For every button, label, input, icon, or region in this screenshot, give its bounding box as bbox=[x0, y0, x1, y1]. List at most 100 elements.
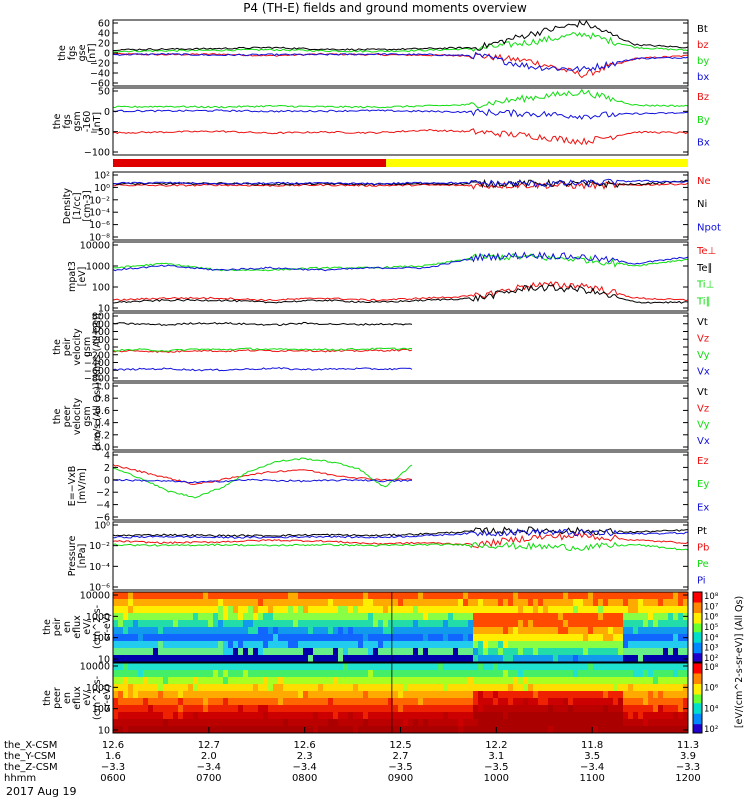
spectrogram-cell bbox=[198, 613, 204, 621]
spectrogram-cell bbox=[503, 634, 509, 642]
spectrogram-cell bbox=[393, 627, 399, 635]
spectrogram-cell bbox=[533, 712, 539, 720]
spectrogram-cell bbox=[513, 627, 519, 635]
spectrogram-cell bbox=[413, 620, 419, 628]
spectrogram-cell bbox=[358, 677, 364, 685]
spectrogram-cell bbox=[463, 705, 469, 713]
spectrogram-cell bbox=[603, 670, 609, 678]
spectrogram-cell bbox=[528, 698, 534, 706]
spectrogram-cell bbox=[548, 655, 554, 663]
spectrogram-cell bbox=[348, 691, 354, 699]
spectrogram-cell bbox=[223, 719, 229, 727]
spectrogram-cell bbox=[418, 599, 424, 607]
spectrogram-cell bbox=[443, 698, 449, 706]
spectrogram-cell bbox=[643, 592, 649, 600]
spectrogram-cell bbox=[573, 655, 579, 663]
spectrogram-cell bbox=[378, 613, 384, 621]
spectrogram-cell bbox=[563, 627, 569, 635]
spectrogram-cell bbox=[513, 641, 519, 649]
spectrogram-cell bbox=[303, 691, 309, 699]
spectrogram-cell bbox=[683, 712, 689, 720]
spectrogram-cell bbox=[578, 634, 584, 642]
spectrogram-cell bbox=[648, 592, 654, 600]
spectrogram-cell bbox=[248, 599, 254, 607]
spectrogram-cell bbox=[568, 684, 574, 692]
spectrogram-cell bbox=[258, 719, 264, 727]
spectrogram-cell bbox=[278, 648, 284, 656]
spectrogram-cell bbox=[338, 606, 344, 614]
spectrogram-cell bbox=[573, 620, 579, 628]
spectrogram-cell bbox=[648, 655, 654, 663]
spectrogram-cell bbox=[148, 726, 154, 734]
spectrogram-cell bbox=[473, 641, 479, 649]
spectrogram-cell bbox=[398, 620, 404, 628]
spectrogram-cell bbox=[608, 627, 614, 635]
spectrogram-cell bbox=[313, 705, 319, 713]
spectrogram-cell bbox=[608, 634, 614, 642]
spectrogram-cell bbox=[403, 726, 409, 734]
spectrogram-cell bbox=[153, 599, 159, 607]
spectrogram-cell bbox=[243, 663, 249, 671]
spectrogram-cell bbox=[678, 655, 684, 663]
spectrogram-cell bbox=[148, 691, 154, 699]
spectrogram-cell bbox=[153, 592, 159, 600]
spectrogram-cell bbox=[468, 599, 474, 607]
spectrogram-cell bbox=[318, 592, 324, 600]
spectrogram-cell bbox=[128, 620, 134, 628]
spectrogram-cell bbox=[308, 634, 314, 642]
spectrogram-cell bbox=[393, 670, 399, 678]
legend-1: bz bbox=[697, 40, 709, 51]
spectrogram-cell bbox=[413, 691, 419, 699]
spectrogram-cell bbox=[198, 670, 204, 678]
spectrogram-cell bbox=[433, 712, 439, 720]
spectrogram-cell bbox=[448, 670, 454, 678]
spectrogram-cell bbox=[308, 705, 314, 713]
spectrogram-cell bbox=[413, 705, 419, 713]
spectrogram-cell bbox=[648, 606, 654, 614]
spectrogram-cell bbox=[248, 726, 254, 734]
spectrogram-cell bbox=[153, 655, 159, 663]
spectrogram-cell bbox=[318, 613, 324, 621]
spectrogram-cell bbox=[653, 663, 659, 671]
spectrogram-cell bbox=[388, 606, 394, 614]
spectrogram-cell bbox=[503, 691, 509, 699]
spectrogram-cell bbox=[678, 592, 684, 600]
spectrogram-cell bbox=[608, 620, 614, 628]
spectrogram-cell bbox=[533, 606, 539, 614]
spectrogram-cell bbox=[248, 592, 254, 600]
y-tick-label: −40 bbox=[90, 69, 110, 80]
spectrogram-cell bbox=[183, 655, 189, 663]
spectrogram-cell bbox=[673, 719, 679, 727]
spectrogram-cell bbox=[158, 698, 164, 706]
colorbar-cell bbox=[693, 634, 702, 637]
spectrogram-cell bbox=[203, 705, 209, 713]
spectrogram-cell bbox=[618, 691, 624, 699]
spectrogram-cell bbox=[498, 599, 504, 607]
spectrogram-cell bbox=[263, 599, 269, 607]
spectrogram-cell bbox=[143, 677, 149, 685]
spectrogram-cell bbox=[683, 627, 689, 635]
spectrogram-cell bbox=[263, 620, 269, 628]
spectrogram-cell bbox=[403, 698, 409, 706]
spectrogram-cell bbox=[453, 634, 459, 642]
spectrogram-cell bbox=[128, 719, 134, 727]
spectrogram-cell bbox=[668, 627, 674, 635]
spectrogram-cell bbox=[588, 698, 594, 706]
spectrogram-cell bbox=[433, 606, 439, 614]
spectrogram-cell bbox=[643, 648, 649, 656]
spectrogram-cell bbox=[428, 648, 434, 656]
spectrogram-cell bbox=[418, 698, 424, 706]
spectrogram-cell bbox=[373, 648, 379, 656]
spectrogram-cell bbox=[153, 712, 159, 720]
spectrogram-cell bbox=[323, 634, 329, 642]
spectrogram-cell bbox=[138, 599, 144, 607]
spectrogram-cell bbox=[228, 620, 234, 628]
spectrogram-cell bbox=[138, 684, 144, 692]
spectrogram-cell bbox=[118, 663, 124, 671]
spectrogram-cell bbox=[443, 663, 449, 671]
spectrogram-cell bbox=[448, 599, 454, 607]
spectrogram-cell bbox=[343, 670, 349, 678]
spectrogram-cell bbox=[203, 655, 209, 663]
spectrogram-cell bbox=[518, 670, 524, 678]
